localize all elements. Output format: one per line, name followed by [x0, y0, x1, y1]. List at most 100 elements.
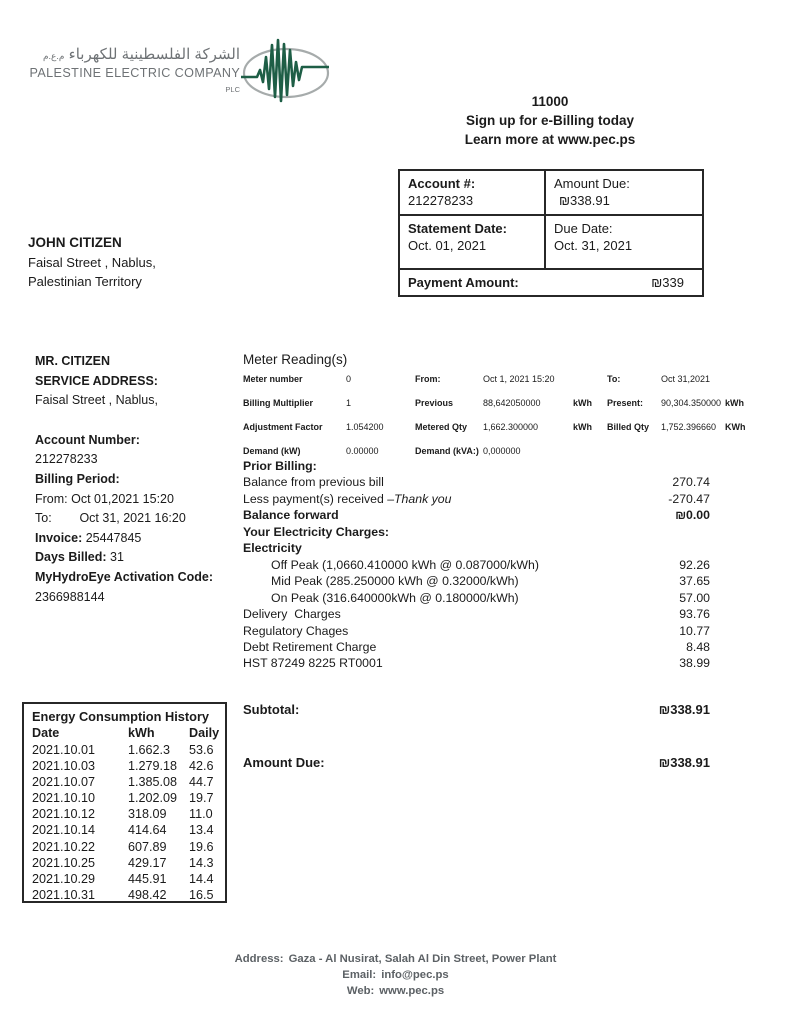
energy-table-row: 2021.10.07 1.385.08 44.7 — [32, 774, 225, 790]
energy-daily-cell: 53.6 — [189, 743, 214, 757]
payment-amount-label: Payment Amount: — [408, 275, 519, 290]
meter-value-2: Oct 1, 2021 15:20 — [483, 374, 555, 384]
energy-kwh-cell: 498.42 — [128, 887, 167, 902]
billing-period-label: Billing Period: — [35, 471, 120, 486]
company-logo: الشركة الفلسطينية للكهرباء م.ع.م PALESTI… — [18, 46, 240, 97]
energy-kwh-cell: 1.202.09 — [128, 791, 178, 806]
customer-address-line1: Faisal Street , Nablus, — [28, 254, 156, 270]
footer-email-label: Email: — [342, 968, 377, 981]
off-peak-row: Off Peak (1,0660.410000 kWh @ 0.087000/k… — [243, 557, 710, 573]
energy-table-row: 2021.10.29 445.91 14.4 — [32, 871, 225, 887]
statement-date-cell: Statement Date: Oct. 01, 2021 — [400, 216, 546, 268]
meter-label-3: To: — [607, 374, 621, 384]
meter-reading-row: Meter number 0 From: Oct 1, 2021 15:20 T… — [243, 374, 758, 398]
energy-table-body: 2021.10.01 1.662.3 53.6 2021.10.03 1.279… — [32, 742, 225, 903]
energy-date-cell: 2021.10.31 — [32, 887, 96, 902]
account-number-heading: Account Number: — [35, 432, 140, 447]
meter-value-3: 1,752.396660 — [661, 422, 717, 432]
company-name-arabic: الشركة الفلسطينية للكهرباء م.ع.م — [18, 46, 240, 65]
meter-reading-row: Billing Multiplier 1 Previous 88,6420500… — [243, 398, 758, 422]
promo-signup-line: Sign up for e-Billing today — [466, 113, 634, 128]
meter-label-2: Demand (kVA:) — [415, 446, 479, 456]
amount-due-cell: Amount Due: ₪338.91 — [546, 171, 702, 214]
kwh-column-header: kWh — [128, 726, 155, 740]
thank-you-text: Thank you — [394, 491, 452, 506]
energy-kwh-cell: 414.64 — [128, 823, 167, 838]
energy-date-cell: 2021.10.10 — [32, 791, 96, 806]
prior-billing-heading-row: Prior Billing: — [243, 458, 710, 474]
electricity-subheading: Electricity — [243, 541, 302, 556]
footer-address-value: Gaza - Al Nusirat, Salah Al Din Street, … — [288, 953, 557, 965]
energy-daily-cell: 19.6 — [189, 839, 214, 854]
meter-label-2: Previous — [415, 398, 454, 408]
service-customer-name: MR. CITIZEN — [35, 354, 110, 368]
subtotal-row: Subtotal: ₪338.91 — [243, 702, 710, 718]
energy-consumption-title: Energy Consumption History — [32, 709, 210, 724]
statement-date-value: Oct. 01, 2021 — [408, 238, 487, 253]
energy-date-cell: 2021.10.03 — [32, 759, 96, 774]
mid-peak-label: Mid Peak (285.250000 kWh @ 0.32000/kWh) — [271, 574, 519, 589]
energy-kwh-cell: 1.385.08 — [128, 775, 178, 790]
energy-kwh-cell: 318.09 — [128, 807, 167, 822]
debt-retirement-row: Debt Retirement Charge 8.48 — [243, 639, 710, 655]
meter-unit-2: kWh — [573, 422, 592, 432]
invoice-line: Invoice: 25447845 — [35, 529, 245, 549]
on-peak-label: On Peak (316.640000kWh @ 0.180000/kWh) — [271, 590, 519, 605]
payments-received-label: Less payment(s) received –Thank you — [243, 491, 451, 507]
meter-unit-3: KWh — [725, 422, 746, 432]
due-date-cell: Due Date: Oct. 31, 2021 — [546, 216, 702, 268]
meter-value-2: 0,000000 — [483, 446, 521, 456]
debt-retirement-label: Debt Retirement Charge — [243, 639, 377, 654]
energy-table-row: 2021.10.14 414.64 13.4 — [32, 822, 225, 838]
customer-address-line2: Palestinian Territory — [28, 274, 142, 289]
on-peak-value: 57.00 — [679, 590, 710, 605]
account-number-cell: Account #: 212278233 — [400, 171, 546, 214]
energy-table-row: 2021.10.12 318.09 11.0 — [32, 806, 225, 822]
meter-label-2: Metered Qty — [415, 422, 468, 432]
energy-daily-cell: 14.4 — [189, 871, 214, 886]
electricity-charges-heading-row: Your Electricity Charges: — [243, 524, 710, 540]
days-billed-line: Days Billed: 31 — [35, 548, 245, 568]
balance-previous-value: 270.74 — [672, 475, 710, 490]
meter-label-2: From: — [415, 374, 441, 384]
account-number-text: 212278233 — [35, 452, 98, 467]
meter-label-1: Adjustment Factor — [243, 422, 323, 432]
amount-due-label: Amount Due: — [554, 176, 630, 191]
summary-row-payment: Payment Amount: ₪339 — [400, 270, 702, 299]
payments-received-value: -270.47 — [668, 491, 710, 506]
statement-date-label: Statement Date: — [408, 221, 507, 236]
meter-readings-title: Meter Reading(s) — [243, 352, 348, 367]
energy-table-row: 2021.10.10 1.202.09 19.7 — [32, 790, 225, 806]
energy-table-row: 2021.10.22 607.89 19.6 — [32, 839, 225, 855]
energy-table-row: 2021.10.31 498.42 16.5 — [32, 887, 225, 903]
footer-web-label: Web: — [346, 984, 375, 997]
footer-web-line: Web: www.pec.ps — [0, 984, 791, 1000]
energy-consumption-box: Energy Consumption History Date kWh Dail… — [22, 702, 227, 903]
summary-row-account: Account #: 212278233 Amount Due: ₪338.91 — [400, 171, 702, 216]
energy-daily-cell: 19.7 — [189, 791, 214, 806]
energy-daily-cell: 16.5 — [189, 887, 214, 902]
summary-row-dates: Statement Date: Oct. 01, 2021 Due Date: … — [400, 216, 702, 270]
energy-kwh-cell: 1.662.3 — [128, 743, 171, 757]
energy-daily-cell: 13.4 — [189, 823, 214, 838]
customer-name: JOHN CITIZEN — [28, 235, 122, 250]
energy-table-row: 2021.10.01 1.662.3 53.6 — [32, 742, 225, 758]
meter-label-3: Present: — [607, 398, 644, 408]
days-billed-value: 31 — [110, 550, 124, 565]
amount-due-total-label: Amount Due: — [243, 755, 325, 770]
meter-value-1: 0.00000 — [346, 446, 379, 456]
meter-readings-table: Meter number 0 From: Oct 1, 2021 15:20 T… — [243, 374, 758, 470]
mid-peak-value: 37.65 — [679, 574, 710, 589]
meter-unit-2: kWh — [573, 398, 592, 408]
payments-received-row: Less payment(s) received –Thank you -270… — [243, 491, 710, 507]
meter-reading-row: Adjustment Factor 1.054200 Metered Qty 1… — [243, 422, 758, 446]
due-date-label: Due Date: — [554, 221, 613, 236]
service-address-label: SERVICE ADDRESS: — [35, 373, 158, 388]
balance-forward-row: Balance forward ₪0.00 — [243, 507, 710, 523]
energy-date-cell: 2021.10.25 — [32, 855, 96, 870]
footer-address-line: Address: Gaza - Al Nusirat, Salah Al Din … — [0, 952, 791, 968]
amount-due-total-value: ₪338.91 — [658, 755, 710, 770]
invoice-label: Invoice: — [35, 530, 83, 545]
energy-kwh-cell: 445.91 — [128, 871, 167, 886]
